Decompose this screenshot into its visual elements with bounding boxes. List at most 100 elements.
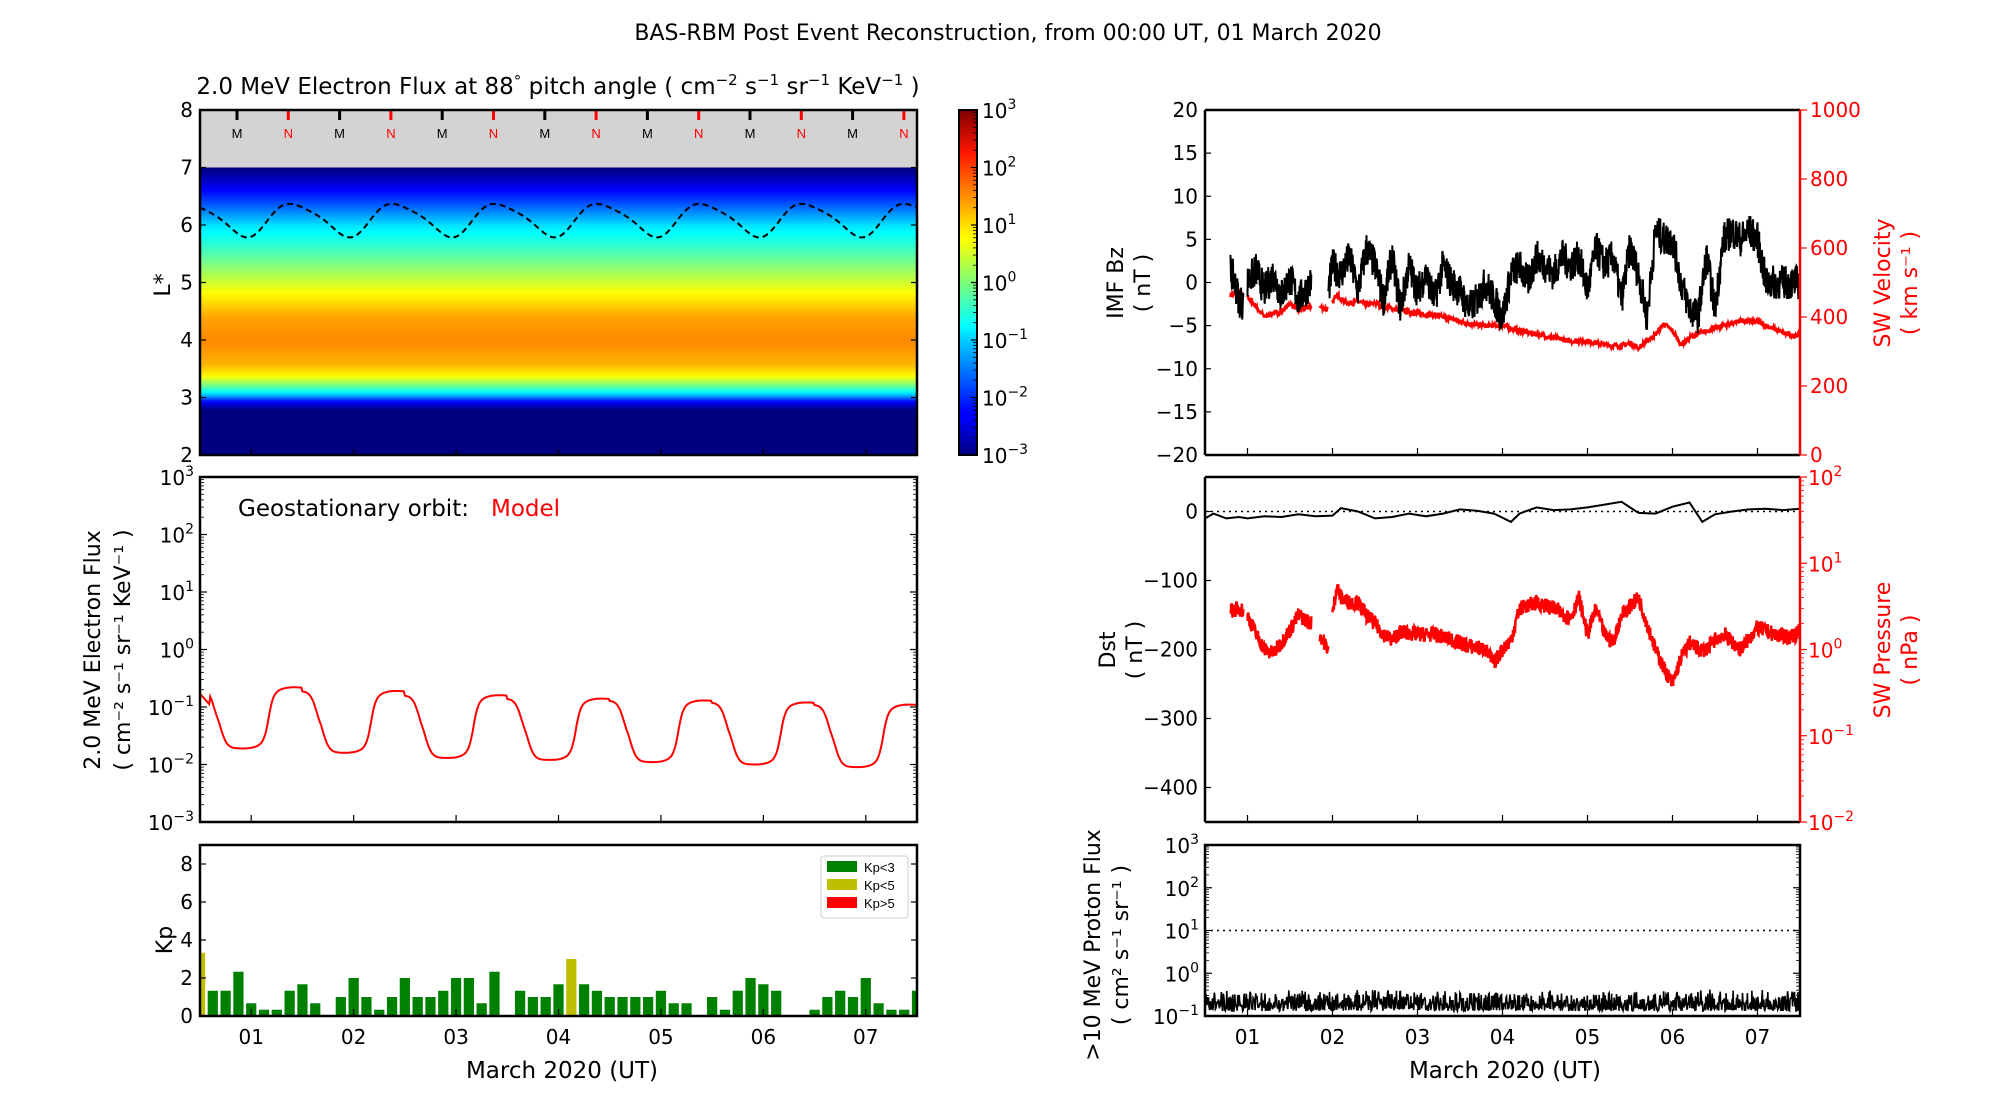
kp-legend: Kp<3 Kp<5 Kp>5	[820, 855, 909, 919]
y-tick-label: 103	[160, 464, 194, 490]
kp-bar	[476, 1003, 487, 1016]
heatmap-row	[200, 243, 917, 246]
kp-bar	[399, 978, 410, 1016]
legend-label: Kp>5	[864, 896, 895, 911]
heatmap-row	[200, 393, 917, 396]
tick-exponent: −3	[1007, 442, 1028, 458]
tick-base: 10	[1165, 834, 1190, 858]
heatmap-row	[200, 257, 917, 260]
dst-line	[1205, 500, 1800, 524]
heatmap-row	[200, 293, 917, 296]
imf-bz-line	[1327, 215, 1800, 334]
heatmap-row	[200, 247, 917, 250]
heatmap-row	[200, 249, 917, 252]
y-tick-label: 0	[180, 1004, 193, 1028]
colorbar-tick-label: 103	[982, 97, 1016, 123]
ylabel-imf-1: IMF Bz	[1104, 247, 1129, 319]
tick-exponent: 1	[1190, 918, 1199, 934]
tick-exponent: 3	[1007, 97, 1016, 113]
heatmap-row	[200, 355, 917, 358]
kp-bar	[668, 1003, 679, 1016]
sw-pressure-line	[1246, 608, 1313, 659]
tick-exponent: 3	[185, 464, 194, 480]
y-tick-label: −20	[1156, 443, 1198, 467]
y-tick-label: −400	[1143, 776, 1198, 800]
y-tick-label: −100	[1143, 569, 1198, 593]
heatmap-row	[200, 185, 917, 188]
heatmap-row	[200, 415, 917, 418]
panel-lstar-title: 2.0 MeV Electron Flux at 88° pitch angle…	[196, 71, 919, 100]
heatmap-row	[200, 337, 917, 340]
plot-frame	[198, 475, 919, 824]
y-tick-label: 102	[160, 522, 194, 548]
kp-bar	[438, 990, 449, 1016]
y-tick-label: 10−1	[148, 694, 194, 720]
colorbar-tick-label: 102	[982, 155, 1016, 181]
heatmap-row	[200, 347, 917, 350]
tick-exponent: 1	[185, 579, 194, 595]
heatmap-row	[200, 429, 917, 432]
heatmap-row	[200, 217, 917, 220]
xlabel-right: March 2020 (UT)	[1409, 1058, 1601, 1084]
tick-exponent: 1	[1007, 212, 1016, 228]
y-tick-label: 10−3	[148, 809, 194, 835]
heatmap-row	[200, 405, 917, 408]
heatmap-row	[200, 211, 917, 214]
kp-bar	[489, 971, 500, 1016]
y-tick-label: 8	[180, 852, 193, 876]
heatmap-row	[200, 275, 917, 278]
kp-bar	[771, 990, 782, 1016]
kp-bar	[348, 978, 359, 1016]
x-tick-label: 03	[443, 1025, 468, 1049]
kp-bar	[758, 984, 769, 1016]
panel-imf-sw: 20 15 10 5 0 −5 −10 −15 −20 1000 800 600 400 200 0 IMF…	[1104, 98, 1923, 467]
heatmap-row	[200, 223, 917, 226]
heatmap-row	[200, 343, 917, 346]
kp-bar	[809, 1009, 820, 1016]
y-tick-label: 5	[1185, 227, 1198, 251]
ylabel-imf-2: ( nT )	[1131, 254, 1156, 313]
kp-bar	[886, 1009, 897, 1016]
heatmap-row	[200, 183, 917, 186]
heatmap-row	[200, 331, 917, 334]
heatmap-row	[200, 371, 917, 374]
tick-exponent: 2	[185, 522, 194, 538]
heatmap-row	[200, 379, 917, 382]
legend-swatch	[827, 879, 857, 890]
heatmap-row	[200, 193, 917, 196]
heatmap-row	[200, 401, 917, 404]
heatmap-row	[200, 231, 917, 234]
heatmap-row	[200, 431, 917, 434]
tick-exponent: −2	[1833, 809, 1854, 825]
kp-bar	[847, 997, 859, 1016]
heatmap-row	[200, 241, 917, 244]
heatmap-row	[200, 447, 917, 450]
heatmap-row	[200, 441, 917, 444]
mlt-label: M	[232, 126, 243, 141]
kp-bar	[630, 997, 641, 1016]
heatmap-row	[200, 207, 917, 210]
y-tick-label: 15	[1173, 141, 1198, 165]
y-tick-label: 8	[180, 98, 193, 122]
tick-base: 10	[982, 99, 1007, 123]
heatmap-row	[200, 351, 917, 354]
heatmap-row	[200, 263, 917, 266]
mlt-label: M	[642, 126, 653, 141]
heatmap-row	[200, 407, 917, 410]
y-tick-label: −10	[1156, 357, 1198, 381]
heatmap-row	[200, 229, 917, 232]
heatmap-row	[200, 417, 917, 420]
y-tick-label: 6	[180, 890, 193, 914]
y-tick-label: 7	[180, 156, 193, 180]
imf-bz-line	[1246, 254, 1313, 312]
heatmap-row	[200, 221, 917, 224]
heatmap-row	[200, 189, 917, 192]
heatmap-row	[200, 235, 917, 238]
tick-base: 10	[148, 696, 173, 720]
sw-velocity-line	[1331, 289, 1800, 353]
y-tick-label: −200	[1143, 638, 1198, 662]
x-tick-label: 04	[1490, 1025, 1515, 1049]
kp-bar	[310, 1003, 321, 1016]
kp-bar	[284, 990, 295, 1016]
heatmap-row	[200, 265, 917, 268]
